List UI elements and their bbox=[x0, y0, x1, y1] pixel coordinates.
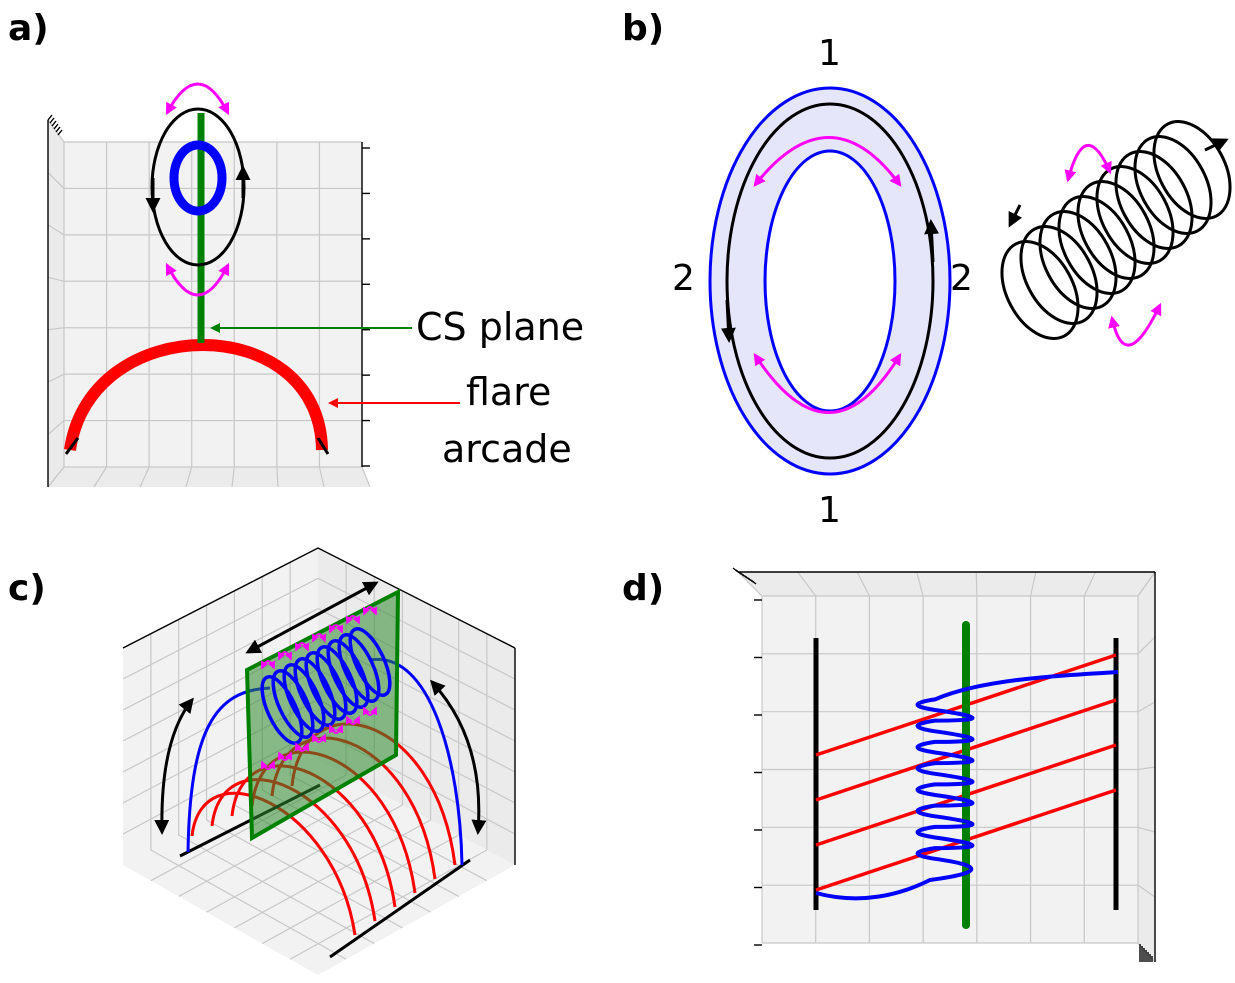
footpoint-line-right bbox=[329, 858, 471, 959]
torus-oscillation-bottom bbox=[753, 352, 902, 414]
panel-d-label: d) bbox=[622, 568, 664, 609]
label-left-2: 2 bbox=[672, 258, 695, 299]
helix-oscillation-bottom bbox=[1108, 302, 1162, 347]
oscillation-arrow-bottom bbox=[165, 262, 230, 297]
panel-c-label: c) bbox=[8, 568, 46, 609]
torus-field-line bbox=[725, 102, 935, 460]
torus-arrow-left bbox=[720, 299, 736, 343]
torus-oscillation-top bbox=[753, 136, 902, 187]
helix bbox=[1000, 120, 1232, 340]
panel-a-axes bbox=[47, 114, 371, 488]
label-bottom-1: 1 bbox=[818, 490, 841, 531]
flux-rope-core bbox=[169, 140, 227, 216]
torus-ring bbox=[708, 86, 952, 476]
flux-rope-helix bbox=[815, 670, 1119, 901]
oscillation-arrow-top bbox=[165, 82, 230, 116]
helix-oscillation-top bbox=[1064, 143, 1112, 183]
cs-plane-label: CS plane bbox=[416, 305, 584, 349]
axial-arrow bbox=[245, 581, 379, 654]
label-top-1: 1 bbox=[818, 33, 841, 74]
arcade-footpoint-left bbox=[64, 437, 80, 455]
flare-arcade bbox=[64, 339, 328, 451]
panel-a: a) CS plane flare arcade bbox=[8, 8, 584, 488]
arcade-label-line1: flare bbox=[466, 370, 551, 414]
arcade-footpoint-right bbox=[316, 437, 330, 455]
arcade-label-line2: arcade bbox=[442, 427, 572, 471]
label-right-2: 2 bbox=[950, 258, 973, 299]
panel-b: b) 1 1 2 2 bbox=[622, 8, 1232, 531]
panel-a-label: a) bbox=[8, 8, 49, 49]
leg-arrow-right bbox=[429, 679, 487, 835]
panel-d-axes bbox=[732, 567, 1156, 963]
leg-arrow-left bbox=[154, 697, 194, 835]
panel-b-label: b) bbox=[622, 8, 664, 49]
panel-c: c) bbox=[8, 547, 516, 975]
torus-arrow-right bbox=[924, 219, 940, 263]
panel-d: d) bbox=[622, 567, 1156, 963]
